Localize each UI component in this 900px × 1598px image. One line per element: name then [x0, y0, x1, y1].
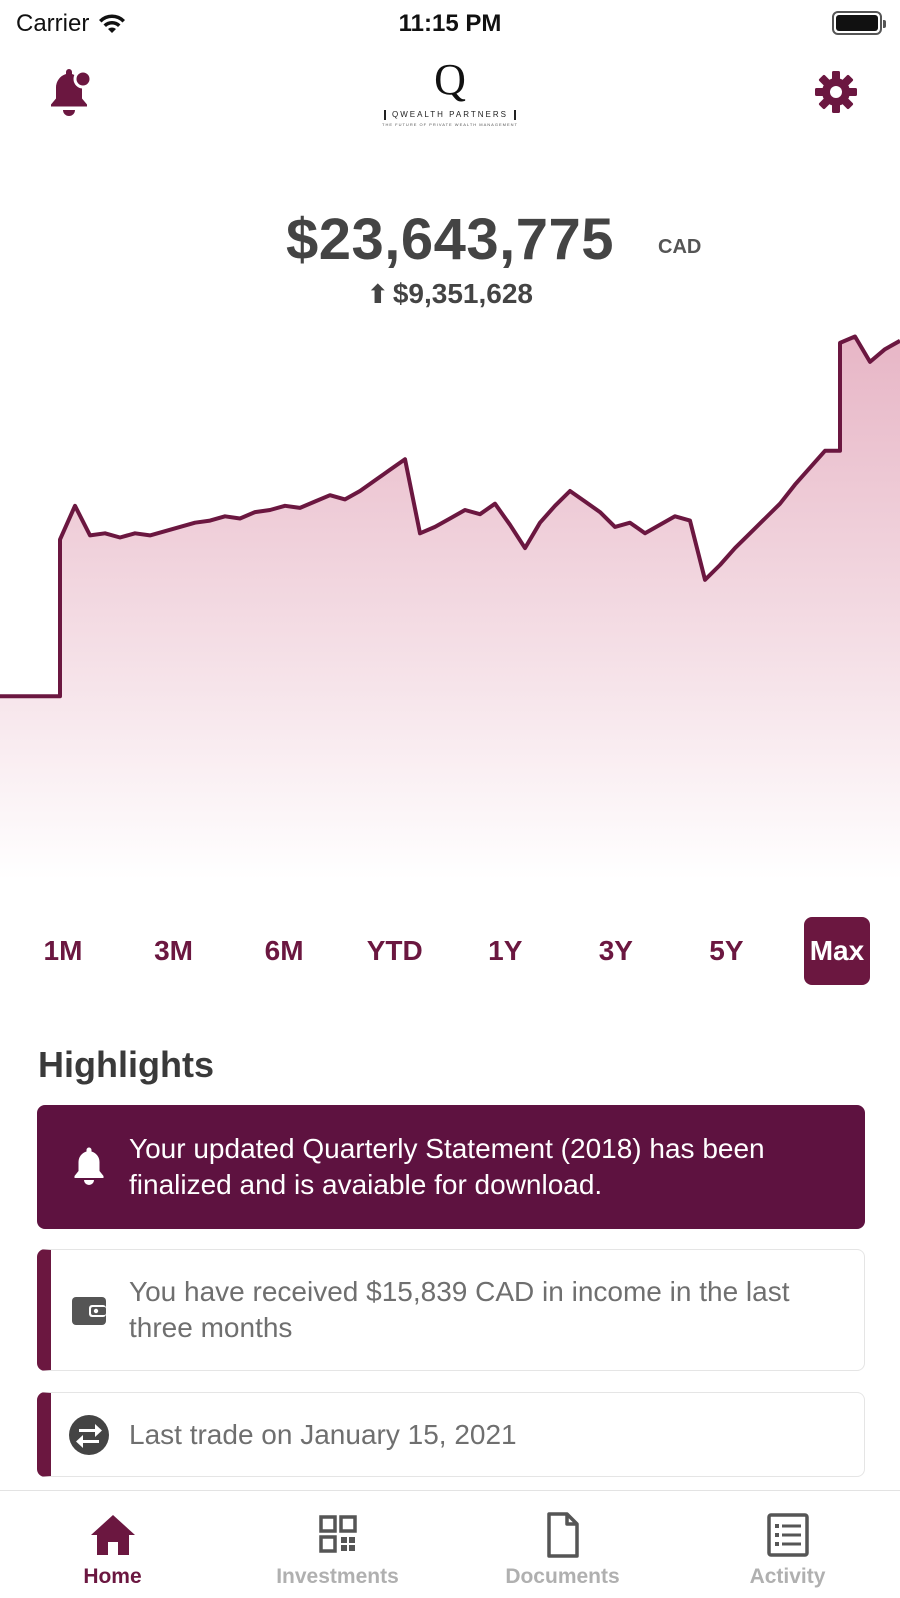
tab-documents-label: Documents: [505, 1565, 620, 1588]
balance-change-amount: $9,351,628: [392, 278, 533, 309]
range-tab-3y[interactable]: 3Y: [598, 935, 633, 966]
statement-text: Your updated Quarterly Statement (2018) …: [129, 1133, 765, 1200]
tab-investments[interactable]: Investments: [225, 1491, 450, 1598]
highlight-card-trade[interactable]: Last trade on January 15, 2021: [37, 1392, 865, 1477]
gear-icon: [815, 71, 857, 113]
logo-letter: Q: [434, 55, 466, 104]
wallet-icon: [72, 1297, 106, 1325]
portfolio-chart-svg: [0, 334, 900, 880]
highlights-title: Highlights: [38, 1044, 214, 1085]
wifi-icon: [99, 14, 126, 33]
portfolio-chart[interactable]: [0, 280, 900, 880]
battery-icon: [832, 11, 886, 35]
home-icon: [90, 1515, 135, 1555]
logo-name: QWEALTH PARTNERS: [383, 110, 516, 120]
range-tab-ytd[interactable]: YTD: [366, 935, 423, 966]
balance-change: ⬆ $9,351,628: [0, 278, 900, 310]
income-text: You have received $15,839 CAD in income …: [129, 1276, 790, 1343]
exchange-icon: [69, 1414, 109, 1455]
range-tab-5y[interactable]: 5Y: [709, 935, 744, 966]
range-tab-max[interactable]: Max: [803, 917, 870, 985]
app-logo: Q QWEALTH PARTNERS THE FUTURE OF PRIVATE…: [360, 56, 540, 128]
highlight-card-statement[interactable]: Your updated Quarterly Statement (2018) …: [37, 1105, 865, 1229]
carrier: Carrier: [16, 10, 127, 38]
document-icon: [546, 1512, 579, 1558]
arrow-up-icon: ⬆: [367, 279, 389, 309]
bell-with-badge-icon: [51, 69, 93, 116]
tab-bar: Home Investments Documents: [0, 1490, 900, 1598]
chart-area-fill: [0, 336, 900, 880]
status-bar: Carrier 11:15 PM: [0, 0, 900, 46]
tab-activity[interactable]: Activity: [675, 1491, 900, 1598]
balance-currency: CAD: [658, 236, 702, 258]
list-icon: [766, 1513, 809, 1557]
tab-investments-label: Investments: [276, 1565, 399, 1588]
logo-tagline: THE FUTURE OF PRIVATE WEALTH MANAGEMENT: [382, 122, 518, 127]
tab-activity-label: Activity: [749, 1565, 826, 1588]
tab-documents[interactable]: Documents: [450, 1491, 675, 1598]
range-tab-6m[interactable]: 6M: [264, 935, 304, 966]
bell-icon: [74, 1147, 104, 1185]
settings-button[interactable]: [812, 68, 860, 116]
range-selector: 1M 3M 6M YTD 1Y 3Y 5Y Max: [30, 916, 870, 986]
range-tab-1m[interactable]: 1M: [43, 935, 83, 966]
grid-icon: [318, 1515, 357, 1553]
tab-home[interactable]: Home: [0, 1491, 225, 1598]
portfolio-balance: $23,643,775 CAD: [0, 206, 900, 273]
clock: 11:15 PM: [398, 10, 502, 37]
chart-series-line: [0, 334, 900, 699]
balance-amount: $23,643,775: [285, 207, 615, 272]
range-tab-1y[interactable]: 1Y: [488, 935, 523, 966]
range-tab-3m[interactable]: 3M: [154, 935, 194, 966]
header: Q QWEALTH PARTNERS THE FUTURE OF PRIVATE…: [0, 56, 900, 136]
tab-home-label: Home: [83, 1565, 142, 1588]
carrier-label: Carrier: [16, 10, 90, 37]
highlight-card-income[interactable]: You have received $15,839 CAD in income …: [37, 1249, 865, 1371]
notifications-button[interactable]: [44, 66, 98, 120]
trade-text: Last trade on January 15, 2021: [129, 1418, 517, 1450]
